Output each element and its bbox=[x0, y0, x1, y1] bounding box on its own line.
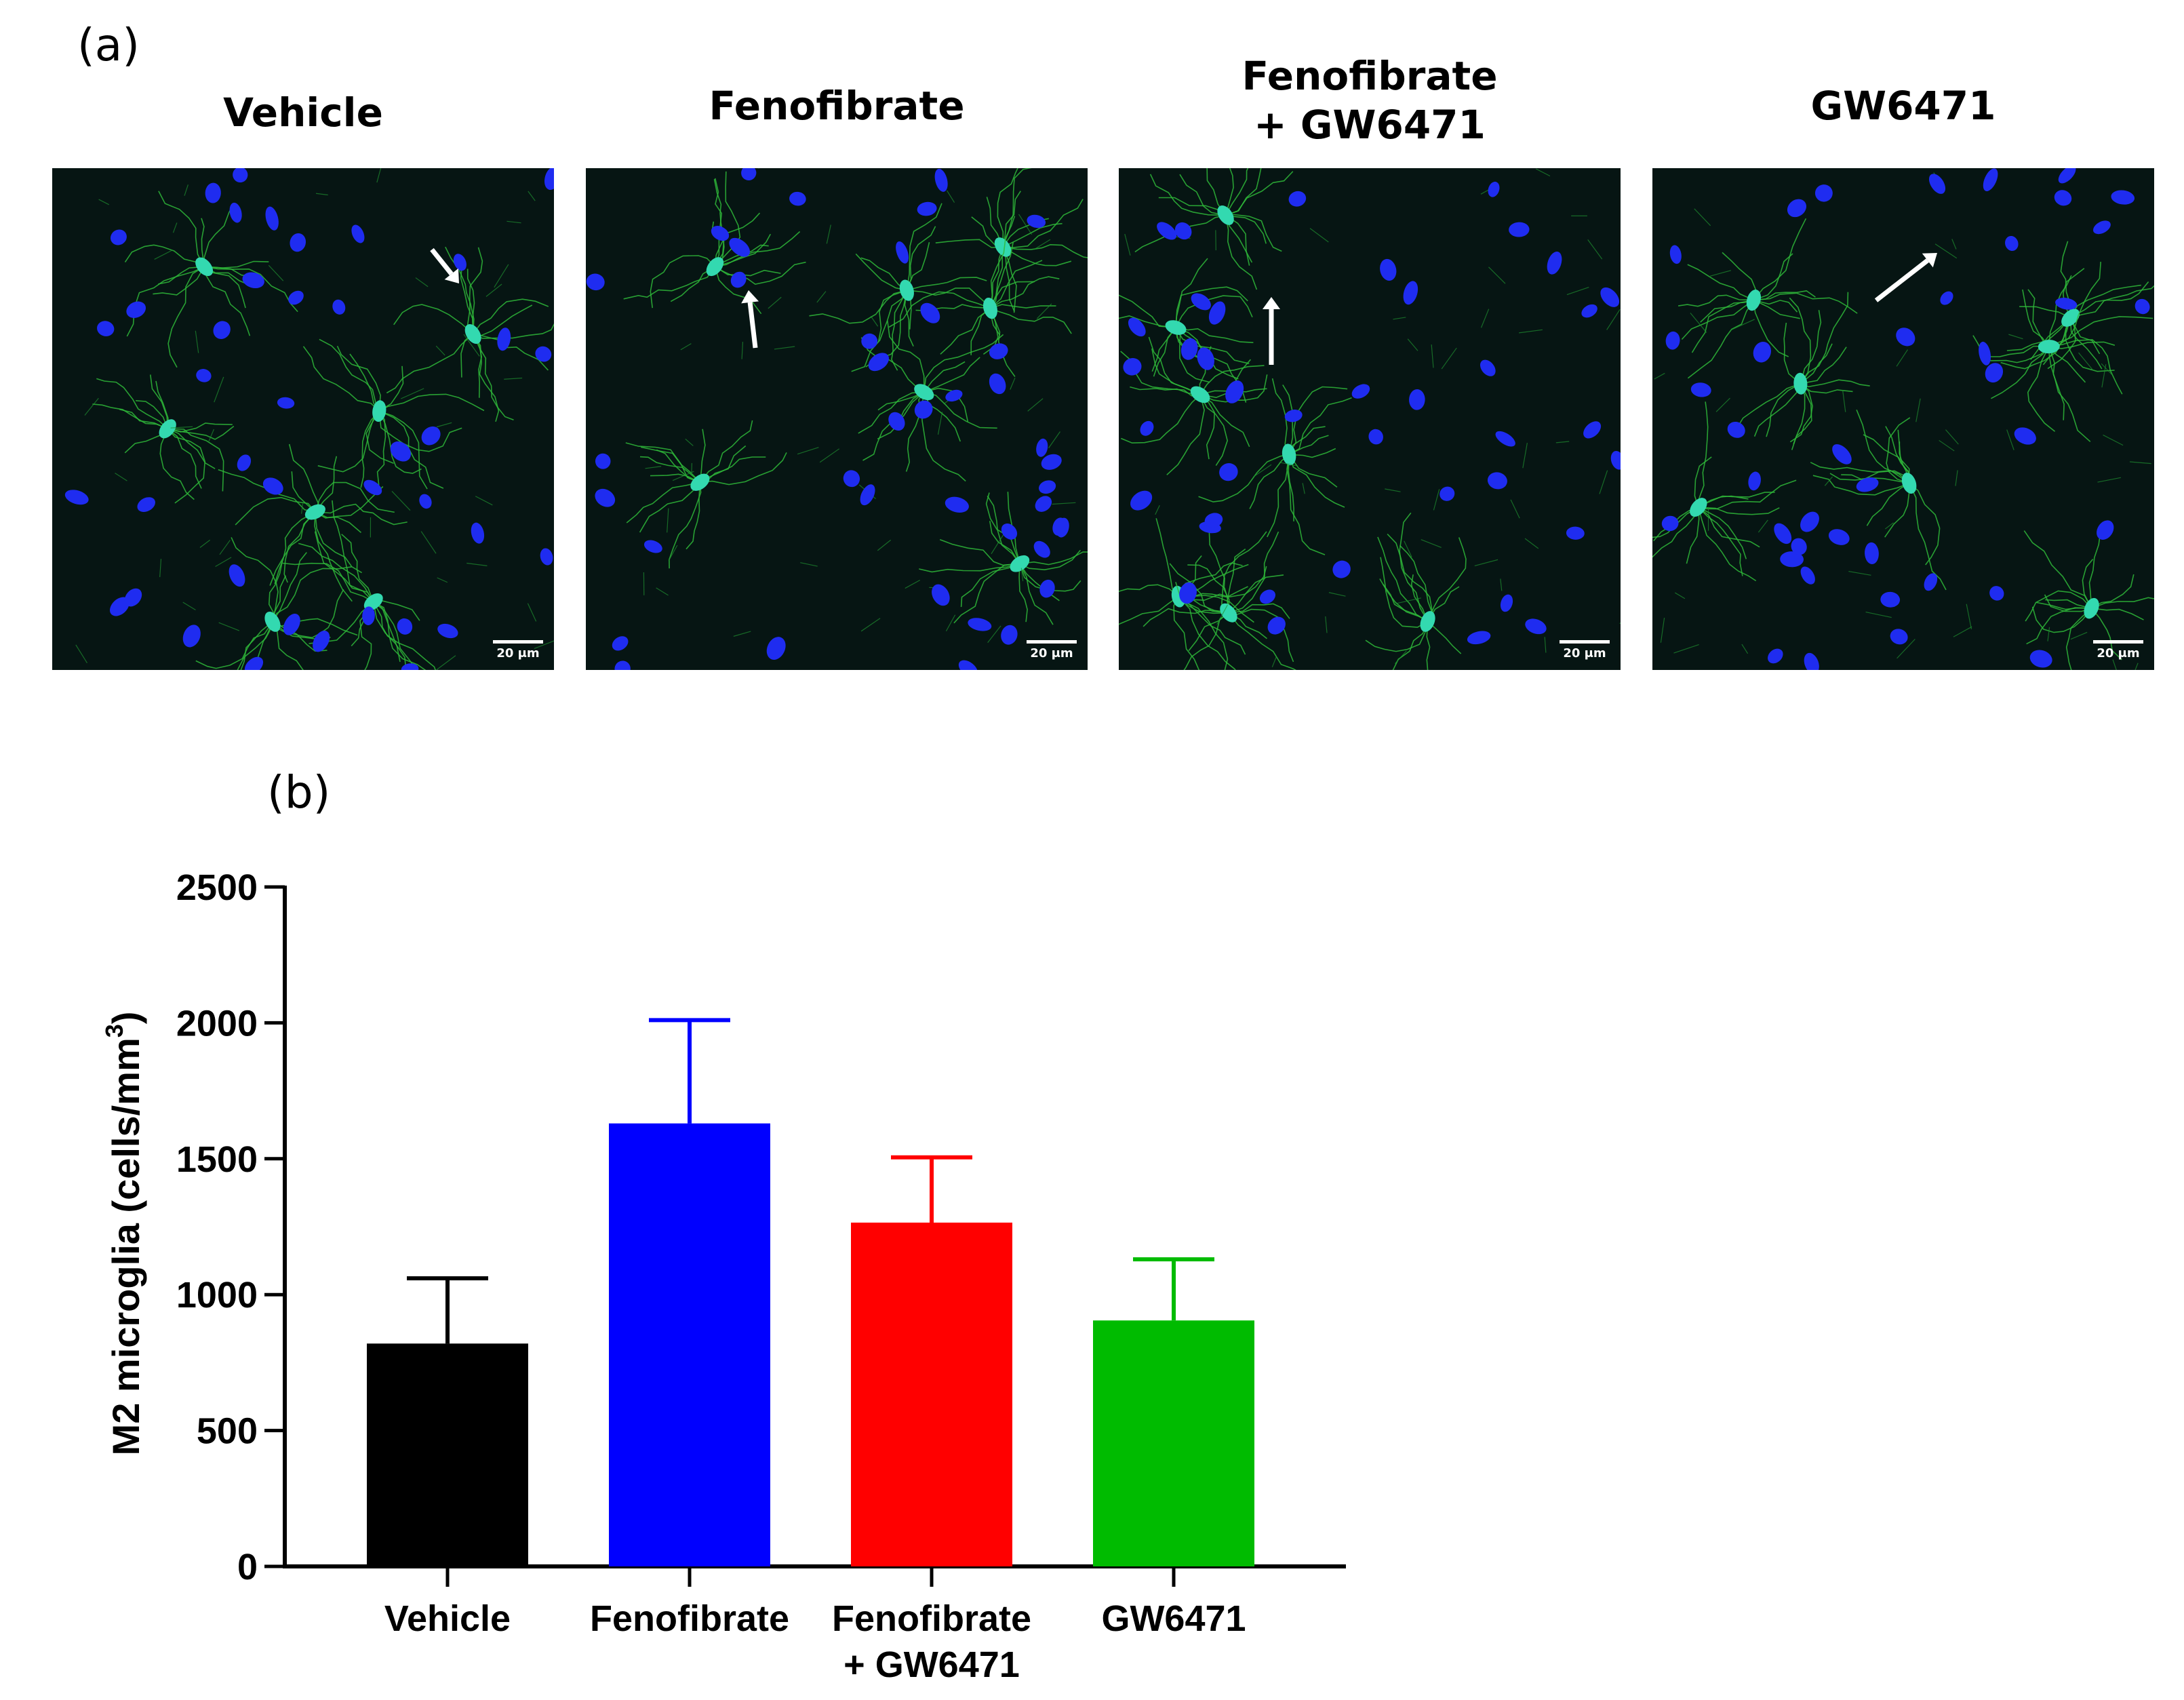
scale-bar: 20 μm bbox=[1027, 640, 1077, 660]
arrow-icon bbox=[430, 248, 459, 283]
micrograph-fenofibrate-gw6471: 20 μm bbox=[1119, 168, 1621, 670]
bar bbox=[367, 1343, 528, 1566]
x-tick-label: Fenofibrate bbox=[832, 1598, 1031, 1639]
y-tick-label: 0 bbox=[237, 1547, 258, 1587]
arrow-icon bbox=[1874, 253, 1937, 302]
y-tick-label: 2500 bbox=[176, 867, 258, 908]
x-tick-label: Fenofibrate bbox=[590, 1598, 789, 1639]
y-tick-label: 1500 bbox=[176, 1139, 258, 1180]
arrow-icon bbox=[741, 290, 759, 349]
image-title-vehicle: Vehicle bbox=[223, 90, 383, 136]
x-tick-label: Vehicle bbox=[384, 1598, 511, 1639]
y-tick-label: 1000 bbox=[176, 1275, 258, 1316]
micrograph-fenofibrate: 20 μm bbox=[586, 168, 1088, 670]
micrograph-vehicle: 20 μm bbox=[52, 168, 554, 670]
x-tick-label: GW6471 bbox=[1101, 1598, 1246, 1639]
scale-bar: 20 μm bbox=[2093, 640, 2143, 660]
scale-bar: 20 μm bbox=[1560, 640, 1610, 660]
scale-bar: 20 μm bbox=[493, 640, 543, 660]
y-axis-label: M2 microglia (cells/mm3) bbox=[100, 1012, 147, 1456]
panel-b-label: (b) bbox=[267, 766, 331, 818]
bar bbox=[851, 1222, 1012, 1566]
image-title-fenofibrate: Fenofibrate bbox=[709, 83, 965, 129]
arrow-icon bbox=[1263, 297, 1280, 365]
bar bbox=[1093, 1320, 1254, 1566]
bar bbox=[609, 1123, 770, 1566]
panel-a-label: (a) bbox=[77, 19, 140, 71]
x-tick-label: + GW6471 bbox=[843, 1644, 1020, 1685]
y-tick-label: 2000 bbox=[176, 1003, 258, 1044]
image-title-gw6471: GW6471 bbox=[1810, 83, 1996, 129]
y-tick-label: 500 bbox=[197, 1411, 258, 1452]
image-title-fenofibrate-gw6471: Fenofibrate + GW6471 bbox=[1242, 53, 1498, 148]
micrograph-gw6471: 20 μm bbox=[1652, 168, 2154, 670]
bar-chart: 0 500 1000 1500 2000 2500 M2 microglia (cells/… bbox=[100, 867, 1346, 1685]
